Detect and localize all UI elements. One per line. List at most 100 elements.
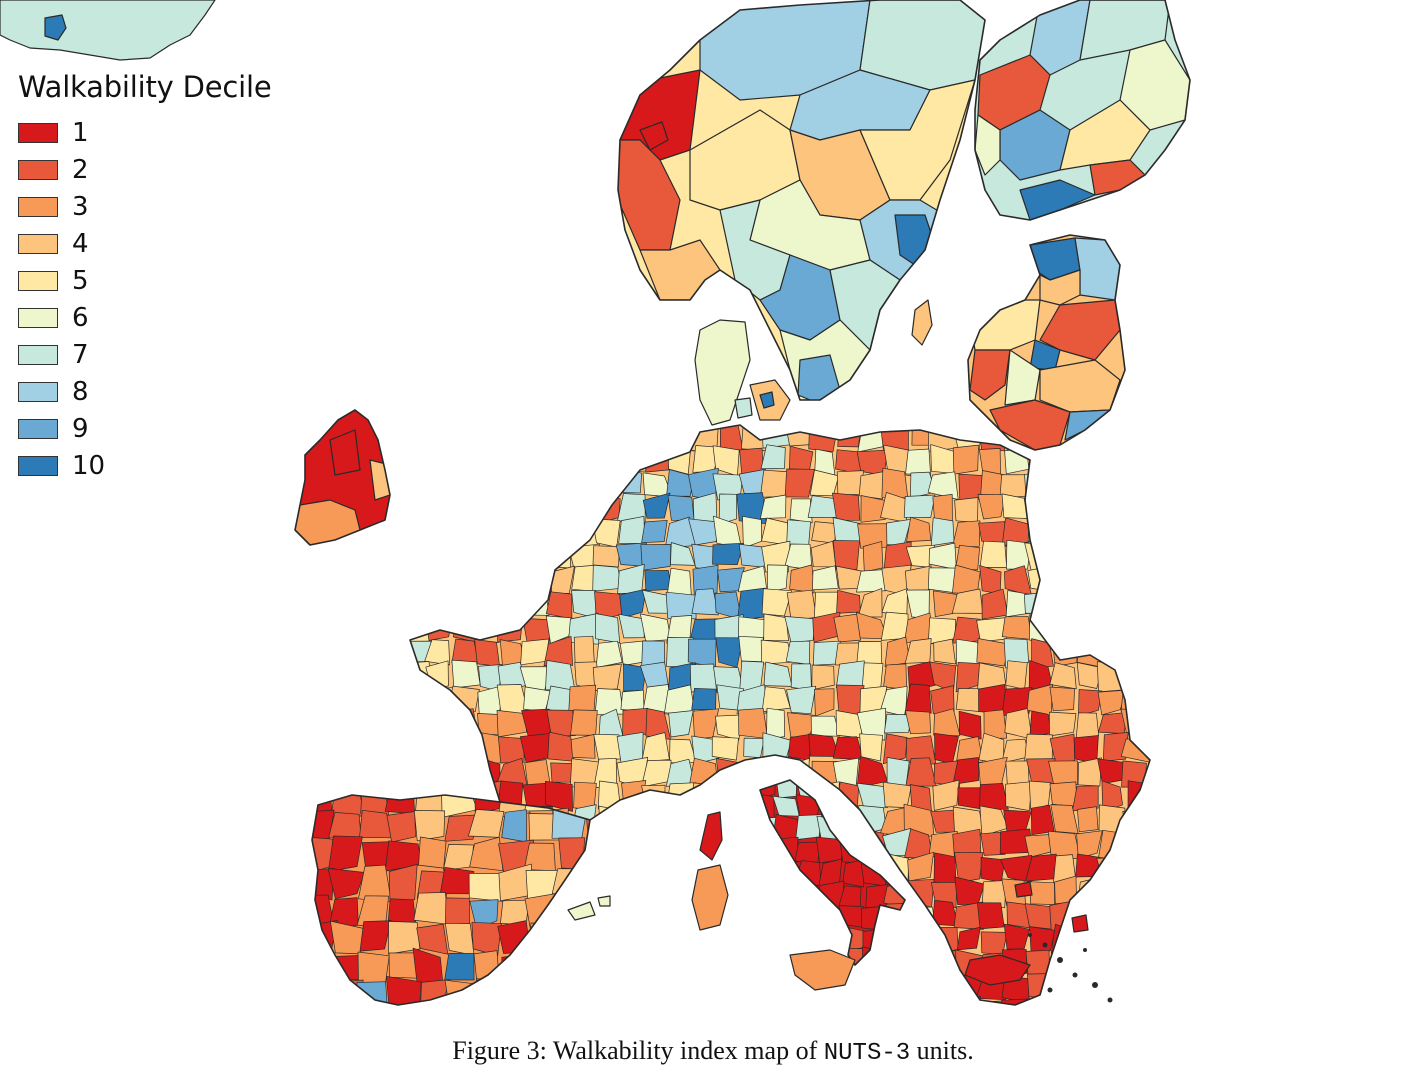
map-region xyxy=(1023,590,1054,615)
map-region xyxy=(519,732,553,763)
map-region xyxy=(413,892,449,925)
map-region xyxy=(736,684,767,714)
map-region xyxy=(1054,445,1073,477)
map-region xyxy=(469,1012,500,1031)
map-region xyxy=(735,876,765,904)
map-region xyxy=(1048,496,1074,525)
map-region xyxy=(1048,760,1078,789)
map-region xyxy=(547,731,575,762)
map-region xyxy=(717,998,743,1005)
map-region xyxy=(1024,903,1054,930)
map-region xyxy=(862,946,889,965)
map-region xyxy=(712,542,744,565)
map-region xyxy=(930,517,955,547)
map-region xyxy=(616,997,645,1005)
map-region xyxy=(810,715,840,737)
map-region xyxy=(616,807,648,834)
map-region xyxy=(640,857,666,884)
map-region xyxy=(689,663,718,693)
map-region xyxy=(713,949,743,980)
map-region xyxy=(519,491,549,519)
map-region xyxy=(501,951,534,984)
map-region xyxy=(809,996,836,1005)
legend-item: 6 xyxy=(18,299,278,336)
map-region xyxy=(496,997,528,1005)
map-region xyxy=(1072,977,1103,1002)
map-region xyxy=(1145,925,1150,953)
map-region xyxy=(932,779,960,811)
map-region xyxy=(883,713,913,734)
map-region xyxy=(1097,947,1127,980)
map-region xyxy=(772,883,798,910)
map-region xyxy=(644,570,672,592)
map-region xyxy=(1121,588,1149,617)
map-region xyxy=(760,855,789,882)
map-region xyxy=(766,707,785,740)
map-region xyxy=(424,615,452,641)
map-region xyxy=(1099,971,1125,1003)
aegean-island-region xyxy=(1014,881,1033,898)
map-region xyxy=(410,588,432,618)
map-region xyxy=(690,972,714,1000)
map-region xyxy=(933,760,961,788)
map-region xyxy=(882,972,910,993)
map-region xyxy=(883,663,908,690)
map-region xyxy=(883,949,905,965)
map-region xyxy=(738,907,764,930)
map-region xyxy=(501,469,527,497)
map-region xyxy=(428,708,456,740)
map-region xyxy=(475,446,505,471)
map-region xyxy=(498,493,522,522)
baltic-regions xyxy=(968,235,1125,450)
map-region xyxy=(1049,781,1078,808)
map-region xyxy=(665,806,692,835)
map-region xyxy=(1146,809,1150,835)
map-region xyxy=(1005,781,1033,811)
map-region xyxy=(668,710,694,738)
map-region xyxy=(977,902,1005,930)
map-region xyxy=(761,540,791,573)
map-region xyxy=(1120,883,1150,905)
map-region xyxy=(616,927,646,953)
map-region xyxy=(474,588,505,617)
legend-item: 2 xyxy=(18,151,278,188)
map-region xyxy=(691,687,717,711)
map-region xyxy=(554,1004,582,1005)
map-region xyxy=(388,864,418,902)
map-region xyxy=(615,902,644,927)
map-region xyxy=(1005,660,1028,690)
map-region xyxy=(784,468,815,498)
map-region xyxy=(1024,473,1056,501)
map-region xyxy=(1098,541,1123,569)
map-region xyxy=(454,734,481,763)
map-region xyxy=(501,809,527,843)
map-region xyxy=(760,836,778,866)
map-region xyxy=(593,930,623,954)
map-region xyxy=(301,1010,338,1030)
map-region xyxy=(1097,492,1127,519)
map-region xyxy=(545,660,576,691)
map-region xyxy=(428,759,454,789)
map-region xyxy=(430,425,453,451)
map-region xyxy=(1072,785,1099,812)
map-region xyxy=(1074,954,1100,980)
map-region xyxy=(958,710,982,740)
map-region xyxy=(1095,594,1126,617)
legend-label: 9 xyxy=(72,413,89,444)
map-region xyxy=(882,733,908,765)
map-region xyxy=(1144,688,1150,711)
map-region xyxy=(975,1000,1005,1005)
map-region xyxy=(545,591,573,620)
map-region xyxy=(738,808,769,831)
map-region xyxy=(861,662,884,691)
map-region xyxy=(1121,950,1149,976)
italy-coast xyxy=(759,779,906,966)
map-region xyxy=(1121,496,1150,518)
map-region xyxy=(1076,830,1103,859)
map-region xyxy=(1001,517,1030,546)
map-region xyxy=(586,1007,612,1030)
map-region xyxy=(532,1012,556,1031)
map-region xyxy=(616,857,642,882)
map-region xyxy=(818,923,843,954)
scandinavia-regions xyxy=(618,0,985,400)
